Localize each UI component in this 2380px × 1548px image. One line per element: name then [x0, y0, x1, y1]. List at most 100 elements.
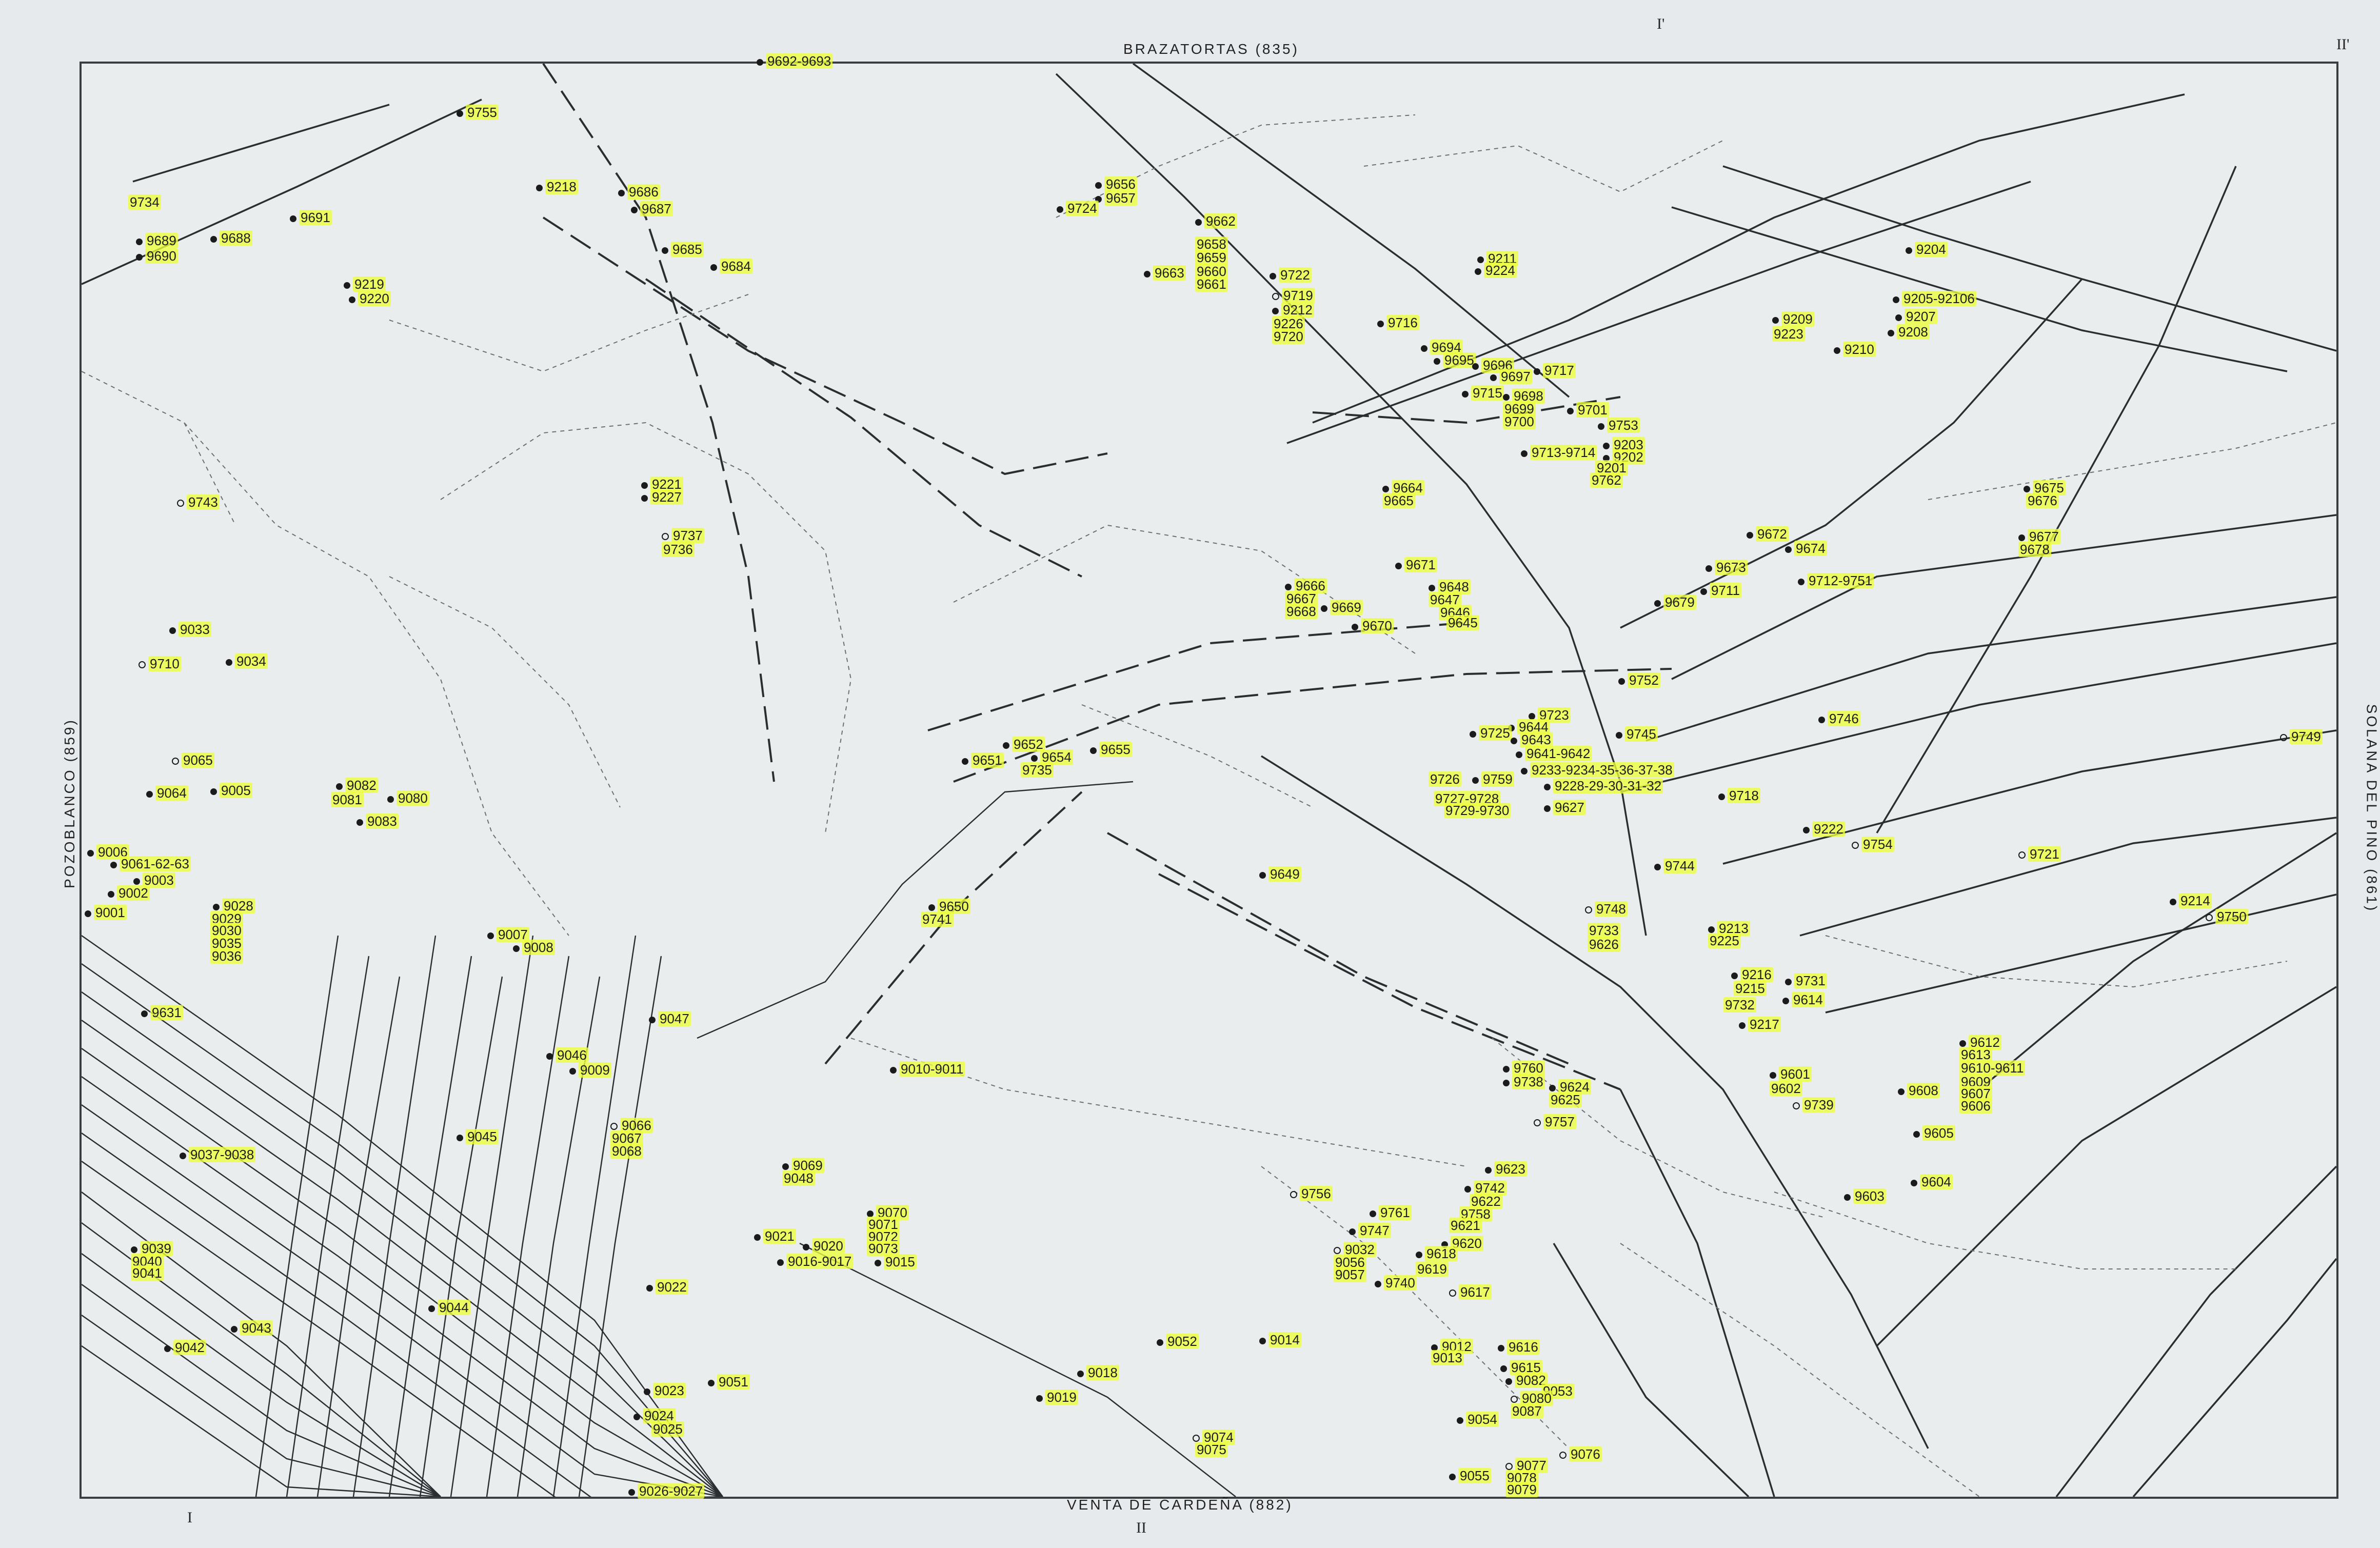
sample-site-number: 9013 [1431, 1350, 1464, 1365]
sample-site-marker-icon [1272, 307, 1279, 314]
sample-site-number: 9054 [1466, 1412, 1499, 1427]
map-line [542, 64, 775, 782]
sample-site-label: 9076 [1559, 1446, 1602, 1462]
sample-site-number: 9740 [1384, 1275, 1417, 1291]
sample-site-label: 9603 [1844, 1188, 1886, 1204]
sample-site-marker-icon [644, 1388, 650, 1395]
sample-site-marker-icon [1057, 206, 1063, 213]
map-line [1978, 832, 2336, 1090]
sample-site-number: 9748 [1595, 901, 1628, 917]
sample-site-label: 9008 [513, 940, 555, 955]
sample-site-label: 9061-62-63 [110, 856, 191, 871]
sample-site-marker-icon [1818, 716, 1825, 723]
sample-site-number: 9719 [1282, 288, 1315, 303]
sample-site-label: 9722 [1270, 267, 1312, 283]
sample-site-number: 9047 [658, 1011, 691, 1026]
sample-site-label: 9057 [1334, 1267, 1366, 1282]
sample-site-number: 9627 [1553, 800, 1586, 815]
sample-site-number: 9222 [1812, 821, 1845, 837]
sample-site-label: 9673 [1705, 560, 1748, 575]
sample-site-marker-icon [1095, 182, 1102, 189]
sample-site-marker-icon [226, 659, 232, 666]
sample-site-marker-icon [2170, 898, 2176, 905]
sample-site-label: 9745 [1616, 726, 1658, 742]
sample-site-label: 9068 [610, 1143, 643, 1159]
sample-site-marker-icon [928, 904, 935, 911]
sample-site-marker-icon [1470, 730, 1476, 738]
sample-site-marker-icon [1544, 805, 1551, 812]
sample-site-label: 9761 [1370, 1205, 1412, 1220]
sample-site-label: 9741 [921, 911, 954, 927]
sample-site-number: 9676 [2026, 493, 2059, 508]
sample-site-marker-icon [356, 819, 363, 826]
sample-site-label: 9753 [1598, 418, 1640, 433]
sample-site-marker-icon [1503, 1065, 1510, 1073]
map-line [1825, 894, 2336, 1014]
map-line [1774, 1192, 2236, 1269]
sample-site-number: 9603 [1853, 1188, 1886, 1204]
sample-site-number: 9657 [1104, 190, 1137, 206]
map-line [1492, 1038, 1826, 1218]
sample-site-label: 9686 [618, 184, 660, 200]
map-line [82, 1019, 723, 1497]
sample-site-number: 9651 [971, 752, 1004, 768]
sample-site-marker-icon [569, 1067, 576, 1075]
sample-site-marker-icon [1503, 393, 1510, 401]
sample-site-number: 9687 [640, 201, 673, 216]
sample-site-marker-icon [1477, 256, 1484, 263]
sample-site-label: 9731 [1785, 973, 1827, 988]
sample-site-label: 9744 [1654, 858, 1696, 874]
sample-site-number: 9225 [1708, 933, 1741, 948]
sample-site-number: 9674 [1794, 541, 1827, 556]
sample-site-marker-icon [1521, 450, 1528, 457]
sample-site-label: 9001 [85, 905, 127, 920]
map-line [578, 956, 662, 1497]
sample-site-number: 9732 [1723, 997, 1756, 1013]
sample-site-label: 9718 [1718, 788, 1760, 803]
sample-site-label: 9220 [349, 291, 391, 306]
sample-site-number: 9219 [353, 276, 386, 292]
sample-site-number: 9663 [1153, 265, 1186, 281]
sample-site-label: 9641-9642 [1516, 746, 1592, 761]
sample-site-label: 9665 [1382, 493, 1415, 508]
sample-site-number: 9731 [1794, 973, 1827, 988]
sample-site-number: 9759 [1481, 771, 1514, 787]
sample-site-marker-icon [1395, 562, 1402, 569]
sample-site-number: 9721 [2028, 846, 2061, 862]
sample-site-marker-icon [633, 1413, 640, 1420]
sample-site-label: 9051 [708, 1374, 750, 1390]
sample-site-number: 9729-9730 [1444, 803, 1511, 818]
sample-site-marker-icon [618, 189, 625, 196]
map-line [2055, 1165, 2336, 1497]
sample-site-label: 9658 [1195, 236, 1228, 252]
sample-site-number: 9725 [1479, 725, 1512, 741]
sample-site-number: 9041 [131, 1265, 164, 1281]
map-line [82, 371, 236, 526]
sample-site-number: 9613 [1959, 1047, 1992, 1062]
map-line [1081, 704, 1313, 808]
sample-site-number: 9042 [173, 1340, 206, 1355]
sample-site-marker-icon [1798, 578, 1804, 585]
sample-site-marker-icon [1516, 751, 1522, 758]
sample-site-label: 9044 [428, 1300, 470, 1315]
sample-site-marker-icon [457, 1134, 463, 1141]
sample-site-label: 9212 [1272, 302, 1314, 317]
sample-site-label: 9614 [1782, 992, 1824, 1007]
sample-site-number: 9202 [1612, 449, 1645, 465]
sample-site-marker-icon [131, 1246, 137, 1253]
sample-site-label: 9079 [1505, 1482, 1538, 1497]
sample-site-label: 9204 [1906, 242, 1948, 257]
map-line [1876, 986, 2336, 1347]
sample-site-number: 9036 [210, 948, 243, 964]
section-mark-i: I [187, 1509, 192, 1526]
sample-site-marker-icon [536, 184, 543, 191]
map-line [1553, 1243, 1750, 1497]
sample-site-label: 9213 [1708, 921, 1750, 936]
sample-site-number: 9691 [299, 210, 332, 225]
bottom-sheet-label: VENTA DE CARDEÑA (882) [1067, 1497, 1293, 1513]
sample-site-marker-icon [1911, 1179, 1917, 1186]
sample-site-number: 9052 [1166, 1334, 1199, 1349]
sample-site-label: 9217 [1739, 1017, 1781, 1032]
map-line [440, 422, 852, 833]
sample-site-number: 9005 [220, 783, 252, 798]
